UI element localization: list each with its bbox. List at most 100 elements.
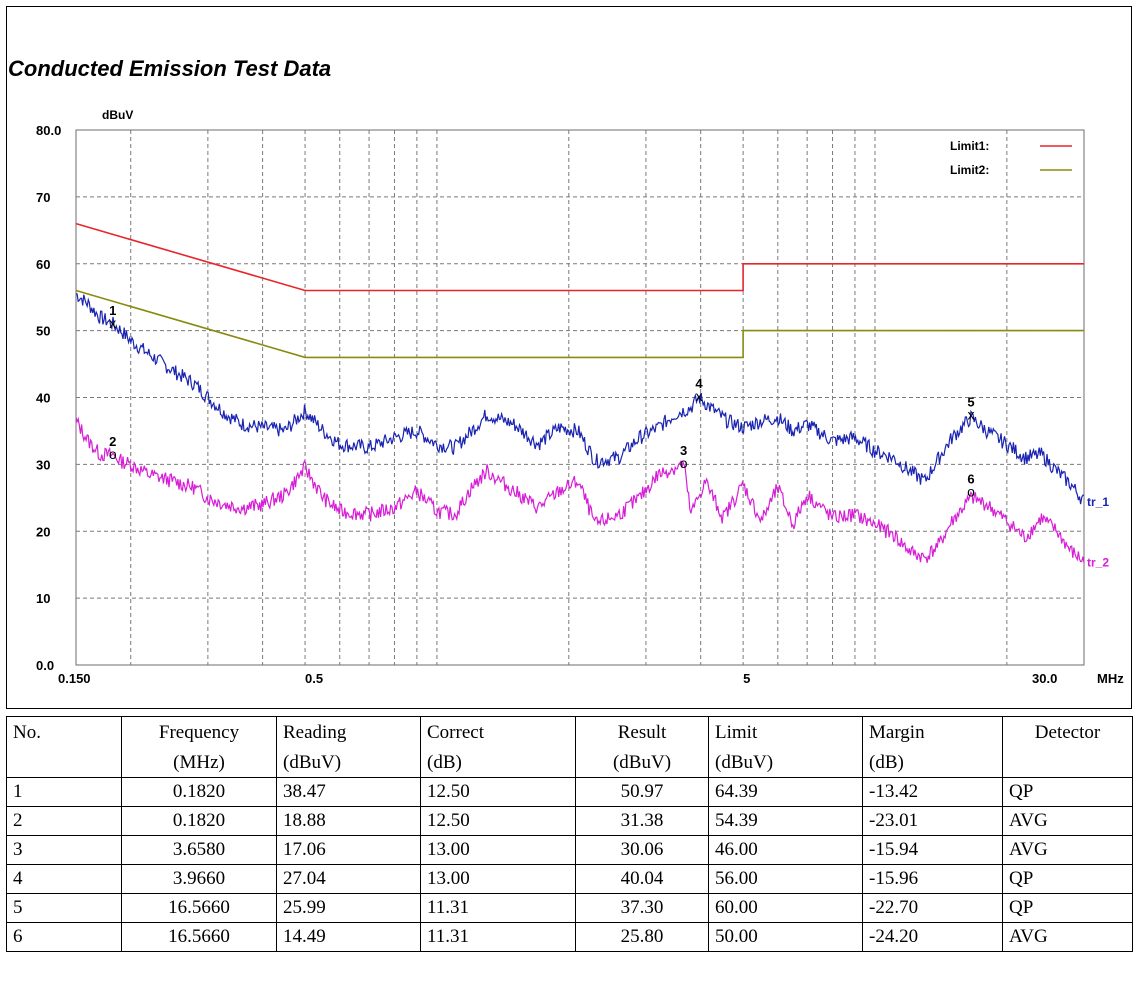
table-header-row: No. Frequency Reading Correct Result Limit Mar… <box>6 716 1133 749</box>
marker-label: 1 <box>109 303 116 318</box>
x-axis-unit-label: MHz <box>1097 671 1124 686</box>
marker-symbol: x <box>696 388 703 404</box>
marker-label: 5 <box>967 395 974 410</box>
table-row: 5 16.5660 25.99 11.31 37.30 60.00 -22.70 QP <box>6 893 1133 923</box>
trace-label-tr2: tr_2 <box>1087 555 1109 569</box>
table-cell: 6 <box>6 922 122 952</box>
table-cell: 64.39 <box>708 777 863 807</box>
y-tick-label: 20 <box>36 524 50 539</box>
table-cell: 50.00 <box>708 922 863 952</box>
table-cell: 1 <box>6 777 122 807</box>
table-cell: 46.00 <box>708 835 863 865</box>
table-cell: AVG <box>1002 835 1133 865</box>
legend-label: Limit1: <box>950 139 989 153</box>
table-cell: Margin <box>862 716 1003 749</box>
table-cell: Frequency <box>121 716 277 749</box>
series-line-tr1 <box>75 293 1085 505</box>
table-cell: Correct <box>420 716 576 749</box>
table-cell: 11.31 <box>420 893 576 923</box>
table-cell: (dB) <box>862 748 1003 778</box>
marker-symbol: x <box>109 315 116 331</box>
marker-symbol: o <box>680 455 688 471</box>
marker-label: 3 <box>680 443 687 458</box>
table-cell: 27.04 <box>276 864 421 894</box>
table-row: 3 3.6580 17.06 13.00 30.06 46.00 -15.94 AVG <box>6 835 1133 865</box>
table-cell: 50.97 <box>575 777 709 807</box>
y-tick-label: 60 <box>36 257 50 272</box>
marker-label: 4 <box>695 376 703 391</box>
trace-label-tr1: tr_1 <box>1087 495 1109 509</box>
table-cell: 18.88 <box>276 806 421 836</box>
table-cell: AVG <box>1002 922 1133 952</box>
legend: Limit1: Limit2: <box>950 139 1072 177</box>
table-cell: QP <box>1002 893 1133 923</box>
series-line-tr2 <box>75 416 1085 563</box>
table-cell: 3.6580 <box>121 835 277 865</box>
table-row: 2 0.1820 18.88 12.50 31.38 54.39 -23.01 AVG <box>6 806 1133 836</box>
series-layer: tr_1 tr_2 <box>75 222 1109 569</box>
table-cell: 12.50 <box>420 806 576 836</box>
table-cell: -15.96 <box>862 864 1003 894</box>
table-row: 1 0.1820 38.47 12.50 50.97 64.39 -13.42 QP <box>6 777 1133 807</box>
table-cell: (dBuV) <box>708 748 863 778</box>
y-tick-label: 30 <box>36 457 50 472</box>
table-cell: 16.5660 <box>121 893 277 923</box>
y-tick-label: 10 <box>36 591 50 606</box>
marker-symbol: o <box>109 446 117 462</box>
table-cell: 11.31 <box>420 922 576 952</box>
table-cell: 4 <box>6 864 122 894</box>
series-line-limit1 <box>75 222 1084 292</box>
table-cell: 30.06 <box>575 835 709 865</box>
table-cell: 54.39 <box>708 806 863 836</box>
x-tick-label: 0.5 <box>305 671 323 686</box>
table-cell: 25.99 <box>276 893 421 923</box>
table-cell: 5 <box>6 893 122 923</box>
table-cell: 60.00 <box>708 893 863 923</box>
marker-symbol: o <box>967 483 975 499</box>
table-cell: (dBuV) <box>575 748 709 778</box>
table-cell: 3 <box>6 835 122 865</box>
table-cell: -23.01 <box>862 806 1003 836</box>
chart-frame <box>6 6 1132 709</box>
table-cell: -13.42 <box>862 777 1003 807</box>
x-tick-label: 5 <box>743 671 750 686</box>
table-cell: QP <box>1002 864 1133 894</box>
table-row: 4 3.9660 27.04 13.00 40.04 56.00 -15.96 QP <box>6 864 1133 894</box>
table-cell: 16.5660 <box>121 922 277 952</box>
table-cell: No. <box>6 716 122 749</box>
table-cell: 12.50 <box>420 777 576 807</box>
page-title: Conducted Emission Test Data <box>8 56 332 81</box>
table-cell: 56.00 <box>708 864 863 894</box>
table-cell: -24.20 <box>862 922 1003 952</box>
table-cell <box>1002 748 1133 778</box>
table-cell <box>6 748 122 778</box>
table-cell: -15.94 <box>862 835 1003 865</box>
marker-symbol: x <box>968 407 975 423</box>
table-cell: Detector <box>1002 716 1133 749</box>
table-cell: 13.00 <box>420 835 576 865</box>
table-cell: (dBuV) <box>276 748 421 778</box>
table-cell: (dB) <box>420 748 576 778</box>
table-cell: QP <box>1002 777 1133 807</box>
table-cell: 25.80 <box>575 922 709 952</box>
table-cell: AVG <box>1002 806 1133 836</box>
table-cell: (MHz) <box>121 748 277 778</box>
y-tick-label: 80.0 <box>36 123 61 138</box>
table-cell: 2 <box>6 806 122 836</box>
table-cell: 0.1820 <box>121 806 277 836</box>
table-cell: 31.38 <box>575 806 709 836</box>
table-cell: Reading <box>276 716 421 749</box>
table-cell: 40.04 <box>575 864 709 894</box>
ticks-layer: 0.0 10 20 30 40 50 60 70 80.0 0.150 0.5 5 30.0 dBuV MH… <box>36 108 1124 686</box>
results-table: No. Frequency Reading Correct Result Limit Mar… <box>6 716 1133 952</box>
table-cell: Result <box>575 716 709 749</box>
marker-label: 2 <box>109 434 116 449</box>
y-tick-label: 70 <box>36 190 50 205</box>
y-axis-unit-label: dBuV <box>102 108 133 122</box>
x-tick-label: 30.0 <box>1032 671 1057 686</box>
table-row: 6 16.5660 14.49 11.31 25.80 50.00 -24.20 AVG <box>6 922 1133 952</box>
table-cell: Limit <box>708 716 863 749</box>
marker-label: 6 <box>967 471 974 486</box>
table-cell: 13.00 <box>420 864 576 894</box>
